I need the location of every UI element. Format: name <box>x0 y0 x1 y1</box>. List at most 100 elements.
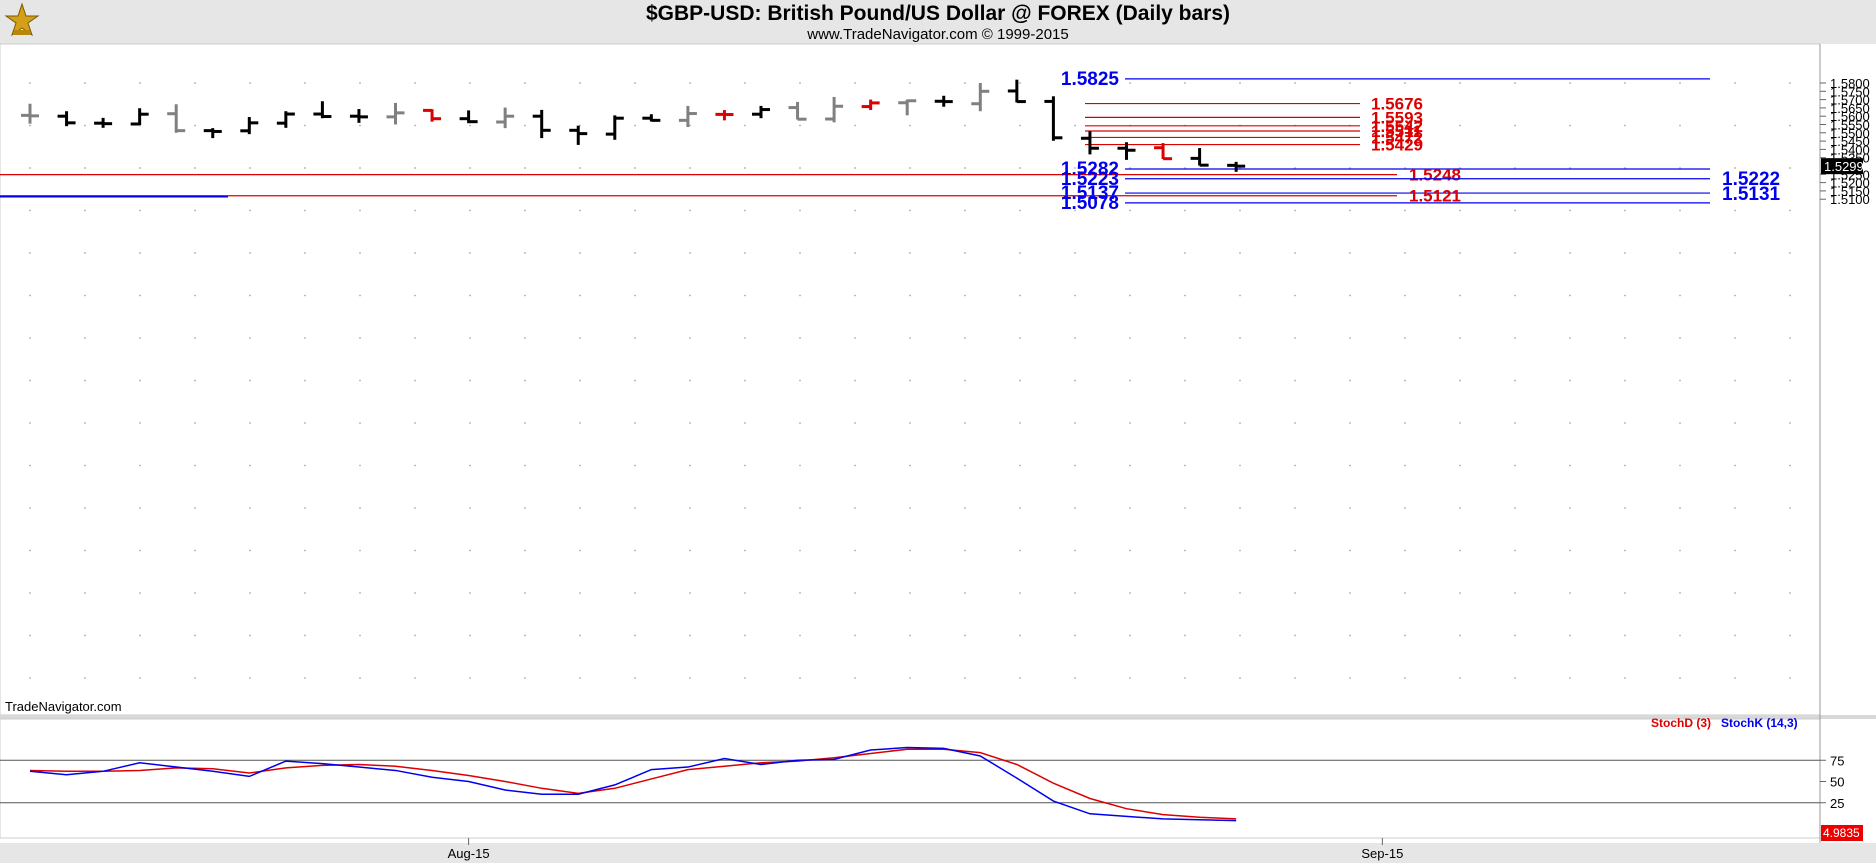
grid-dot <box>304 124 306 127</box>
grid-dot <box>1569 209 1571 212</box>
grid-dot <box>1679 252 1681 254</box>
grid-dot <box>1404 677 1406 679</box>
level-label: 1.5137 <box>1061 183 1119 204</box>
y-tick-label: 1.5750 <box>1830 84 1870 99</box>
grid-dot <box>854 294 856 297</box>
grid-dot <box>1679 294 1681 297</box>
grid-dot <box>1459 592 1461 594</box>
grid-dot <box>1734 549 1736 552</box>
grid-dot <box>1239 422 1241 424</box>
grid-dot <box>799 549 801 552</box>
grid-dot <box>744 634 746 637</box>
grid-dot <box>1074 209 1076 212</box>
grid-dot <box>1184 337 1186 339</box>
grid-dot <box>964 294 966 297</box>
grid-dot <box>1734 294 1736 297</box>
grid-dot <box>1074 549 1076 552</box>
grid-dot <box>1349 252 1351 254</box>
grid-dot <box>1184 677 1186 679</box>
grid-dot <box>799 124 801 127</box>
grid-dot <box>799 252 801 254</box>
grid-dot <box>139 294 141 297</box>
grid-dot <box>414 379 416 382</box>
grid-dot <box>1459 337 1461 339</box>
level-label: 1.5078 <box>1061 193 1119 214</box>
y-tick-label: 1.5200 <box>1830 176 1870 191</box>
grid-dot <box>359 209 361 212</box>
grid-dot <box>524 294 526 297</box>
grid-dot <box>469 592 471 594</box>
grid-dot <box>1294 294 1296 297</box>
grid-dot <box>414 549 416 552</box>
grid-dot <box>1019 464 1021 467</box>
grid-dot <box>1514 677 1516 679</box>
grid-dot <box>964 167 966 169</box>
grid-dot <box>634 464 636 467</box>
grid-dot <box>1129 294 1131 297</box>
grid-dot <box>1569 422 1571 424</box>
y-tick-label: 1.5100 <box>1830 192 1870 207</box>
grid-dot <box>1789 167 1791 169</box>
grid-dot <box>799 209 801 212</box>
grid-dot <box>1349 592 1351 594</box>
grid-dot <box>1569 507 1571 509</box>
grid-dot <box>1294 209 1296 212</box>
grid-dot <box>1074 592 1076 594</box>
grid-dot <box>1789 209 1791 212</box>
grid-dot <box>1019 634 1021 637</box>
grid-dot <box>1074 252 1076 254</box>
grid-dot <box>1789 82 1791 84</box>
grid-dot <box>29 422 31 424</box>
grid-dot <box>304 422 306 424</box>
grid-dot <box>524 209 526 212</box>
grid-dot <box>84 124 86 127</box>
stoch-panel <box>0 718 1821 839</box>
grid-dot <box>194 82 196 84</box>
grid-dot <box>964 252 966 254</box>
grid-dot <box>194 379 196 382</box>
grid-dot <box>799 294 801 297</box>
grid-dot <box>359 464 361 467</box>
grid-dot <box>1624 337 1626 339</box>
grid-dot <box>139 422 141 424</box>
grid-dot <box>414 124 416 127</box>
grid-dot <box>854 167 856 169</box>
grid-dot <box>524 124 526 127</box>
grid-dot <box>1569 464 1571 467</box>
grid-dot <box>1624 209 1626 212</box>
grid-dot <box>1184 82 1186 84</box>
grid-dot <box>1239 549 1241 552</box>
grid-dot <box>414 592 416 594</box>
grid-dot <box>249 464 251 467</box>
grid-dot <box>634 677 636 679</box>
grid-dot <box>909 167 911 169</box>
grid-dot <box>139 82 141 84</box>
grid-dot <box>689 167 691 169</box>
grid-dot <box>854 379 856 382</box>
grid-dot <box>304 209 306 212</box>
grid-dot <box>689 464 691 467</box>
level-label: 1.5472 <box>1371 128 1423 147</box>
grid-dot <box>1129 592 1131 594</box>
grid-dot <box>84 677 86 679</box>
grid-dot <box>744 549 746 552</box>
grid-dot <box>1019 677 1021 679</box>
grid-dot <box>689 209 691 212</box>
grid-dot <box>304 337 306 339</box>
grid-dot <box>1074 677 1076 679</box>
grid-dot <box>29 337 31 339</box>
grid-dot <box>194 592 196 594</box>
grid-dot <box>1789 337 1791 339</box>
grid-dot <box>1624 294 1626 297</box>
grid-dot <box>194 634 196 637</box>
grid-dot <box>84 507 86 509</box>
grid-dot <box>909 549 911 552</box>
grid-dot <box>304 252 306 254</box>
grid-dot <box>84 294 86 297</box>
grid-dot <box>1184 422 1186 424</box>
grid-dot <box>469 549 471 552</box>
grid-dot <box>469 294 471 297</box>
grid-dot <box>84 592 86 594</box>
grid-dot <box>964 124 966 127</box>
grid-dot <box>1624 422 1626 424</box>
